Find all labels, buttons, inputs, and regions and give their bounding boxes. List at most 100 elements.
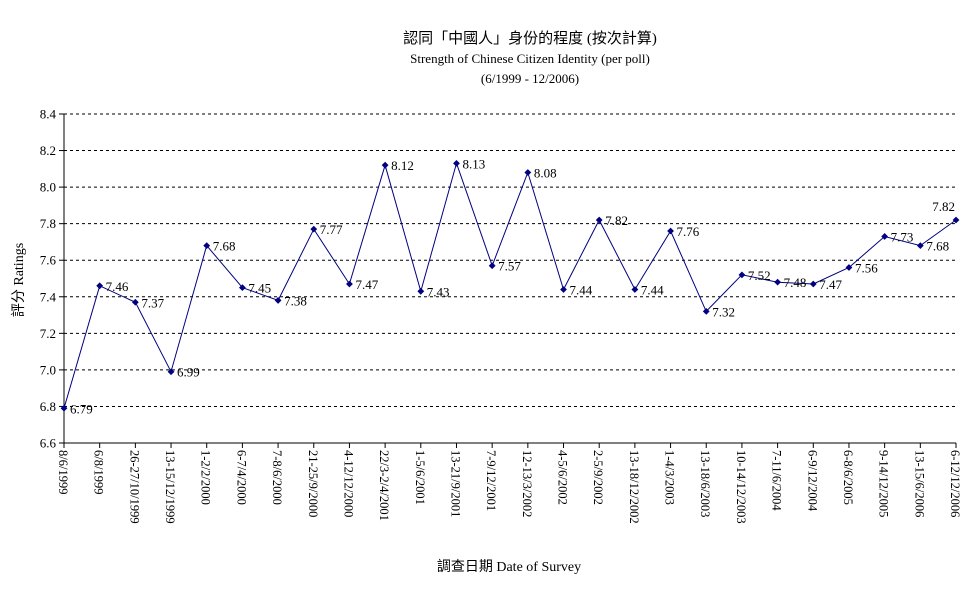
data-label: 7.47	[819, 277, 842, 292]
data-label: 6.79	[70, 401, 93, 416]
data-label: 7.76	[677, 224, 700, 239]
data-point-marker	[738, 271, 746, 279]
x-tick-label: 7-8/6/2000	[270, 450, 284, 505]
y-tick-label: 7.6	[40, 253, 57, 268]
x-tick-label: 6-7/4/2000	[234, 450, 248, 505]
gridlines	[64, 113, 956, 407]
data-point-marker	[453, 159, 460, 167]
data-label: 7.77	[320, 222, 343, 237]
x-axis-title: 調查日期 Date of Survey	[437, 559, 581, 575]
x-tick-label: 13-15/6/2006	[912, 450, 926, 517]
x-tick-label: 8/6/1999	[56, 450, 70, 494]
x-tick-label: 6-8/6/2005	[841, 450, 855, 505]
data-label: 8.12	[391, 158, 414, 173]
data-point-marker	[702, 308, 710, 315]
data-point-marker	[346, 280, 353, 288]
data-label: 7.46	[106, 279, 129, 294]
x-tick-label: 12-13/3/2002	[520, 450, 534, 517]
data-point-marker	[595, 216, 603, 224]
data-label: 7.57	[498, 259, 521, 274]
axes	[63, 114, 956, 444]
x-tick-label: 4-5/6/2002	[556, 450, 570, 505]
data-point-marker	[952, 216, 960, 224]
x-tick-label: 10-14/12/2003	[734, 450, 748, 524]
data-point-marker	[774, 278, 781, 286]
data-point-marker	[131, 298, 139, 306]
data-label: 7.32	[712, 304, 735, 319]
data-point-marker	[881, 233, 889, 240]
x-tick-label: 22/3-2/4/2001	[377, 450, 391, 521]
data-label: 7.43	[427, 284, 450, 299]
x-axis-ticks: 8/6/1999 6/8/1999 26-27/10/1999 13-15/12/19…	[56, 443, 962, 524]
x-tick-label: 6-9/12/2004	[805, 450, 819, 512]
data-point-marker	[239, 284, 246, 292]
data-point-marker	[631, 286, 639, 293]
y-tick-label: 7.2	[40, 326, 56, 341]
data-label: 7.47	[355, 277, 378, 292]
data-point-marker	[417, 287, 425, 295]
data-point-marker	[809, 280, 817, 288]
data-label: 7.44	[570, 282, 593, 297]
y-axis-title: 評分 Ratings	[11, 243, 27, 317]
series-polyline	[63, 161, 957, 409]
x-tick-label: 7-11/6/2004	[770, 450, 784, 511]
x-tick-label: 1-5/6/2001	[413, 450, 427, 505]
data-label: 7.82	[605, 213, 628, 228]
data-point-marker	[274, 297, 282, 304]
data-label: 7.73	[891, 229, 914, 244]
data-label: 6.99	[177, 365, 200, 380]
data-point-marker	[310, 225, 318, 233]
data-point-marker	[167, 368, 175, 376]
data-point-marker	[381, 161, 389, 169]
data-label: 7.37	[141, 295, 164, 310]
data-label: 8.13	[462, 156, 485, 171]
y-tick-label: 7.0	[40, 362, 56, 377]
data-label: 7.45	[248, 281, 271, 296]
x-tick-label: 1-4/3/2003	[663, 450, 677, 505]
y-tick-label: 8.2	[40, 143, 56, 158]
series-line	[63, 161, 957, 409]
data-label: 7.68	[213, 239, 236, 254]
data-label: 7.56	[855, 261, 878, 276]
data-point-marker	[524, 169, 532, 176]
chart-title: 認同「中國人」身份的程度 (按次計算)	[403, 29, 657, 47]
x-tick-label: 7-9/12/2001	[484, 450, 498, 511]
x-tick-label: 4-12/12/2000	[341, 450, 355, 517]
y-tick-label: 6.8	[40, 399, 56, 414]
x-tick-label: 9-14/12/2005	[877, 450, 891, 517]
data-label: 7.52	[748, 268, 771, 283]
x-tick-label: 1-2/2/2000	[199, 450, 213, 505]
data-label: 7.48	[784, 275, 807, 290]
data-point-marker	[560, 286, 567, 293]
x-tick-label: 13-18/6/2003	[698, 450, 712, 517]
y-tick-label: 6.6	[40, 436, 57, 451]
data-points	[60, 159, 960, 412]
data-point-marker	[667, 227, 674, 235]
x-tick-label: 13-21/9/2001	[448, 450, 462, 517]
chart-subtitle-range: (6/1999 - 12/2006)	[481, 71, 579, 86]
x-tick-label: 6/8/1999	[92, 450, 106, 494]
y-tick-label: 7.4	[40, 289, 57, 304]
x-tick-label: 21-25/9/2000	[306, 450, 320, 517]
x-tick-label: 2-5/9/2002	[591, 450, 605, 505]
data-point-marker	[203, 242, 211, 249]
data-point-marker	[845, 264, 853, 271]
x-tick-label: 6-12/12/2006	[948, 450, 962, 517]
y-tick-label: 8.4	[40, 107, 57, 122]
data-label: 7.44	[641, 282, 664, 297]
x-tick-label: 13-18/12/2002	[627, 450, 641, 524]
data-label: 7.82	[932, 199, 955, 214]
data-label: 7.38	[284, 293, 307, 308]
data-point-marker	[60, 404, 68, 412]
data-point-marker	[916, 242, 924, 249]
chart-subtitle: Strength of Chinese Citizen Identity (pe…	[410, 51, 650, 66]
data-labels: 6.79 7.46 7.37 6.99 7.68 7.45 7.38 7.77 7.47 8.12…	[70, 156, 955, 416]
y-axis-ticks: 6.6 6.8 7.0 7.2 7.4 7.6 7.8 8.0 8.2 8.4	[40, 107, 64, 451]
data-label: 7.68	[926, 239, 949, 254]
data-point-marker	[96, 282, 104, 290]
y-tick-label: 7.8	[40, 216, 56, 231]
data-point-marker	[488, 262, 496, 270]
x-tick-label: 26-27/10/1999	[127, 450, 141, 524]
x-tick-label: 13-15/12/1999	[163, 450, 177, 524]
